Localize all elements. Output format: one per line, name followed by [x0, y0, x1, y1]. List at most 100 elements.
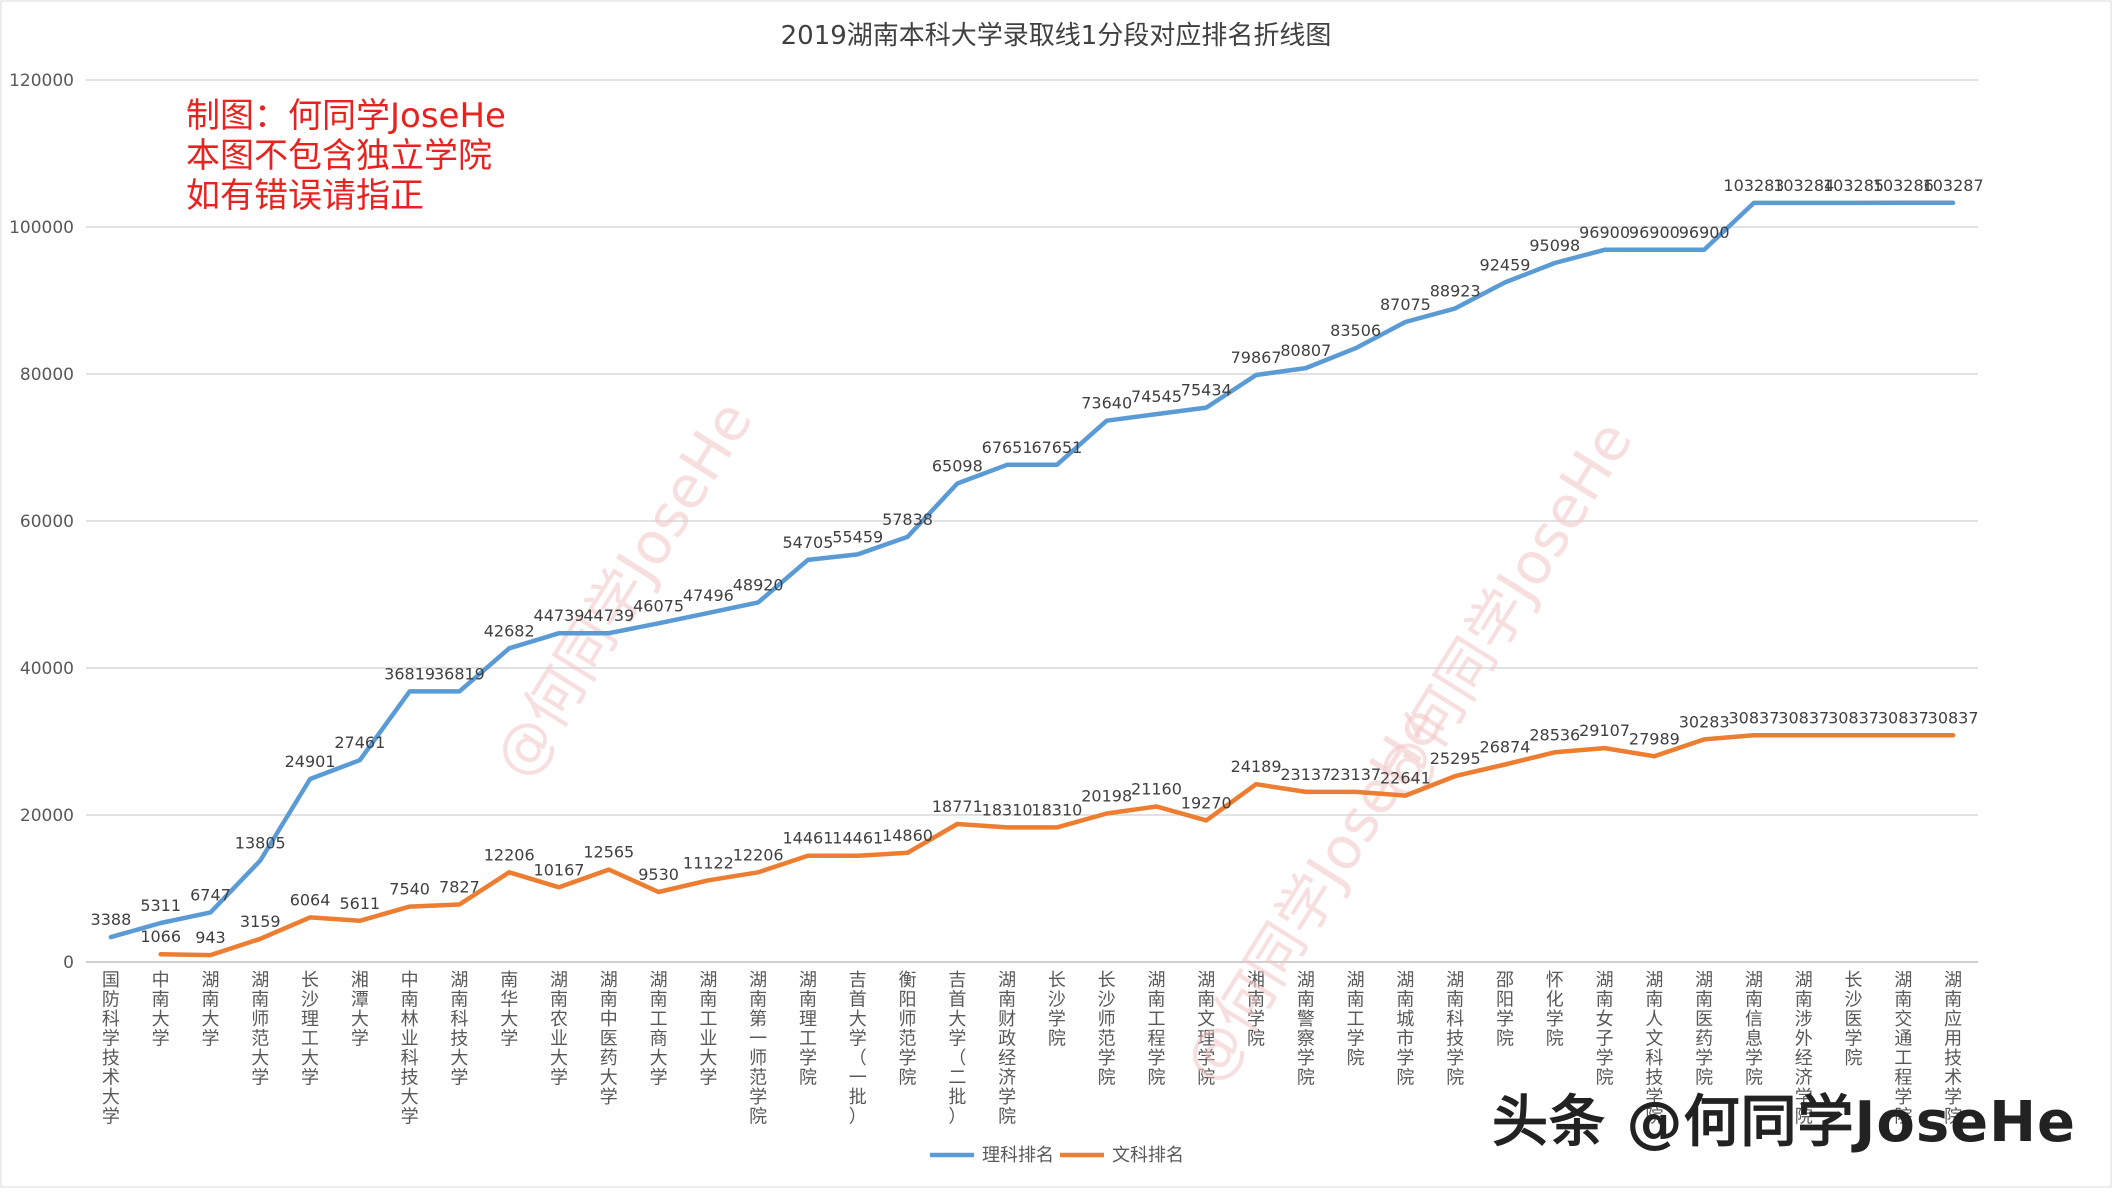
x-tick-label: 湖南工商大学 — [650, 970, 668, 1089]
data-label: 103284 — [1773, 176, 1834, 195]
x-tick-label: 湖南人文科技学院 — [1645, 970, 1663, 1128]
data-label: 30283 — [1679, 712, 1730, 731]
x-tick-label: 吉首大学（一批） — [849, 970, 867, 1128]
data-label: 6064 — [290, 890, 331, 909]
data-label: 14860 — [882, 826, 933, 845]
data-label: 47496 — [683, 586, 734, 605]
x-tick-label: 湖南工程学院 — [1147, 970, 1165, 1089]
chart-title: 2019湖南本科大学录取线1分段对应排名折线图 — [781, 21, 1332, 51]
data-label: 92459 — [1480, 255, 1531, 274]
x-tick-label: 湖南大学 — [201, 970, 219, 1050]
x-tick-label: 吉首大学（二批） — [948, 970, 966, 1128]
data-label: 55459 — [832, 527, 883, 546]
x-tick-label: 湘潭大学 — [351, 970, 369, 1050]
data-label: 36819 — [384, 664, 435, 683]
data-label: 24189 — [1231, 757, 1282, 776]
legend-label: 文科排名 — [1112, 1145, 1184, 1166]
data-label: 23137 — [1280, 765, 1331, 784]
data-label: 44739 — [583, 606, 634, 625]
data-label: 96900 — [1579, 223, 1630, 242]
y-tick-label: 120000 — [9, 71, 74, 91]
data-label: 7827 — [439, 877, 480, 896]
data-label: 103287 — [1923, 176, 1984, 195]
data-label: 30837 — [1778, 708, 1829, 727]
data-label: 9530 — [638, 865, 679, 884]
data-label: 26874 — [1480, 737, 1531, 756]
y-tick-label: 40000 — [20, 659, 74, 679]
data-label: 28536 — [1529, 725, 1580, 744]
data-label: 11122 — [683, 853, 734, 872]
data-label: 96900 — [1679, 223, 1730, 242]
legend-label: 理科排名 — [982, 1145, 1054, 1166]
data-label: 36819 — [434, 664, 485, 683]
toutiao-watermark: 头条 @何同学JoseHe — [1492, 1090, 2076, 1155]
data-label: 88923 — [1430, 281, 1481, 300]
data-label: 12206 — [484, 845, 535, 864]
data-label: 29107 — [1579, 721, 1630, 740]
data-label: 46075 — [633, 596, 684, 615]
x-tick-label: 湖南工学院 — [1347, 970, 1365, 1069]
data-label: 30837 — [1728, 708, 1779, 727]
data-label: 103285 — [1823, 176, 1884, 195]
y-tick-label: 60000 — [20, 512, 74, 532]
data-label: 12565 — [583, 843, 634, 862]
data-label: 30837 — [1828, 708, 1879, 727]
data-label: 27989 — [1629, 729, 1680, 748]
data-label: 21160 — [1131, 779, 1182, 798]
data-label: 19270 — [1181, 793, 1232, 812]
data-label: 5611 — [339, 894, 380, 913]
data-label: 23137 — [1330, 765, 1381, 784]
x-tick-label: 湖南科技学院 — [1446, 970, 1464, 1089]
y-tick-label: 0 — [63, 953, 74, 973]
y-tick-label: 100000 — [9, 218, 74, 238]
x-axis-tick-labels: 国防科学技术大学 中南大学 湖南大学 湖南师范大学 长沙理工大学 湘潭大学 中南林业科技大学… — [102, 970, 1962, 1128]
author-note: 制图：何同学JoseHe 本图不包含独立学院 如有错误请指正 — [186, 96, 506, 216]
data-label: 65098 — [932, 457, 983, 476]
data-label: 80807 — [1280, 341, 1331, 360]
data-label: 54705 — [782, 533, 833, 552]
data-label: 103283 — [1723, 176, 1784, 195]
x-tick-label: 长沙理工大学 — [301, 970, 319, 1089]
data-label: 42682 — [484, 621, 535, 640]
x-tick-label: 湖南应用技术学院 — [1944, 970, 1962, 1128]
author-note-line-2: 本图不包含独立学院 — [186, 136, 492, 176]
data-label: 18310 — [1031, 800, 1082, 819]
data-label: 95098 — [1529, 236, 1580, 255]
x-tick-label: 中南大学 — [152, 970, 170, 1050]
data-label: 1066 — [140, 927, 181, 946]
x-tick-label: 湖南交通工程学院 — [1894, 970, 1912, 1128]
x-tick-label: 湖南中医药大学 — [600, 970, 618, 1108]
data-label: 18310 — [982, 800, 1033, 819]
data-label: 27461 — [334, 733, 385, 752]
y-tick-label: 20000 — [20, 806, 74, 826]
data-label: 30837 — [1928, 708, 1979, 727]
data-label: 96900 — [1629, 223, 1680, 242]
data-label: 943 — [195, 928, 226, 947]
data-label: 3388 — [91, 910, 132, 929]
data-label: 6747 — [190, 885, 231, 904]
x-tick-label: 湖南城市学院 — [1396, 970, 1414, 1089]
x-tick-label: 湖南医药学院 — [1695, 970, 1713, 1089]
data-label: 13805 — [235, 834, 286, 853]
author-note-line-3: 如有错误请指正 — [186, 176, 424, 216]
data-label: 7540 — [389, 880, 430, 899]
data-label: 44739 — [534, 606, 585, 625]
x-tick-label: 湖南女子学院 — [1596, 970, 1614, 1089]
data-label: 14461 — [782, 829, 833, 848]
series-line-science — [108, 200, 1956, 940]
x-tick-label: 湖南涉外经济学院 — [1795, 970, 1813, 1128]
gridlines — [86, 79, 1978, 816]
data-label: 14461 — [832, 829, 883, 848]
data-label: 74545 — [1131, 387, 1182, 406]
x-tick-label: 湖南工业大学 — [699, 970, 717, 1089]
data-label: 30837 — [1878, 708, 1929, 727]
data-label: 48920 — [733, 575, 784, 594]
x-tick-label: 邵阳学院 — [1496, 970, 1514, 1050]
data-label: 87075 — [1380, 295, 1431, 314]
data-label: 67651 — [1031, 438, 1082, 457]
x-tick-label: 湖南第一师范学院 — [749, 970, 767, 1128]
data-label: 79867 — [1231, 348, 1282, 367]
author-note-line-1: 制图：何同学JoseHe — [186, 96, 506, 136]
